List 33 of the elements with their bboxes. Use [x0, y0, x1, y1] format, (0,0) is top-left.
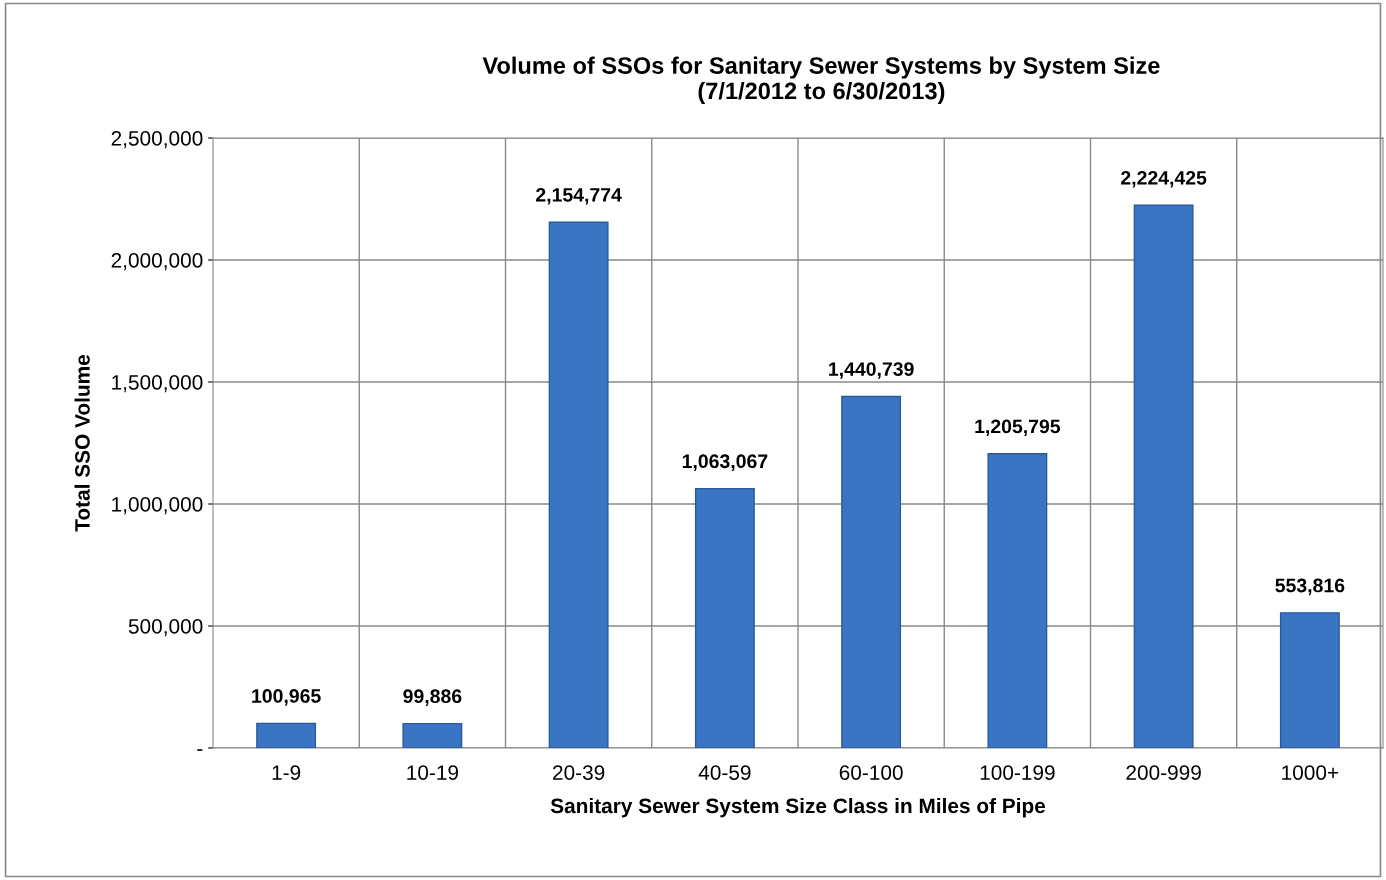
data-label: 2,224,425: [1121, 170, 1207, 188]
bar: [548, 221, 609, 748]
data-label: 2,154,774: [536, 187, 622, 205]
y-tick-label: -: [197, 749, 203, 751]
bar: [841, 395, 902, 748]
x-tick-label: 10-19: [407, 765, 459, 780]
bar: [1279, 612, 1340, 748]
x-tick-label: 200-999: [1126, 765, 1201, 780]
x-tick-label: 20-39: [553, 765, 605, 780]
x-tick-label: 60-100: [839, 765, 903, 780]
bar: [256, 722, 317, 748]
chart-title: Volume of SSOs for Sanitary Sewer Systems by System Size (7/1/2012 to 6/30/2013): [482, 56, 1160, 105]
y-tick-label: 2,000,000: [111, 253, 203, 271]
bar: [694, 487, 755, 748]
data-label: 1,205,795: [975, 419, 1061, 437]
data-label: 100,965: [252, 689, 321, 706]
data-label: 1,063,067: [682, 454, 768, 471]
bar: [1133, 204, 1194, 748]
bar: [987, 453, 1048, 748]
x-tick-label: 1000+: [1282, 765, 1339, 780]
data-label: 1,440,739: [829, 362, 914, 379]
data-label: 99,886: [403, 689, 462, 706]
y-tick-label: 1,000,000: [112, 497, 203, 515]
x-tick-label: 40-59: [698, 765, 751, 780]
bar: [402, 722, 463, 748]
y-axis-title: Total SSO Volume: [74, 354, 90, 532]
x-tick-label: 1-9: [272, 765, 301, 780]
y-tick-label: 500,000: [128, 619, 203, 637]
y-tick-label: 2,500,000: [111, 131, 203, 149]
data-label: 553,816: [1275, 578, 1345, 596]
x-axis-title: Sanitary Sewer System Size Class in Miles of Pipe: [550, 797, 1046, 818]
y-tick-label: 1,500,000: [112, 375, 203, 393]
x-tick-label: 100-199: [980, 765, 1055, 780]
